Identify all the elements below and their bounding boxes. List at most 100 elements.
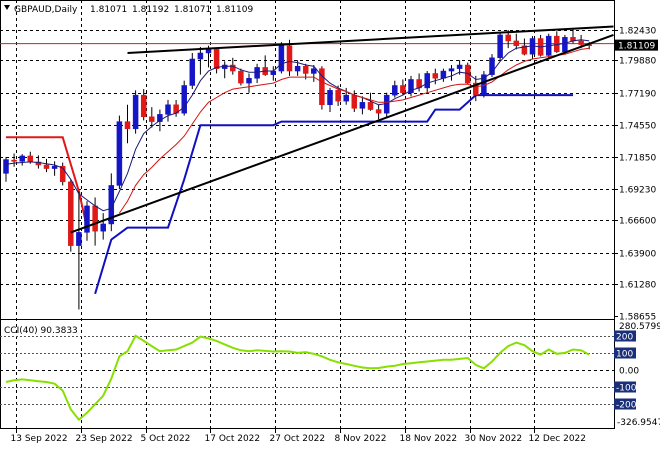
x-tick-label: 8 Nov 2022 (335, 434, 387, 444)
candle-body (294, 65, 301, 72)
symbol-label: GBPAUD,Daily (14, 5, 78, 15)
candle (537, 34, 544, 57)
channel-red-line (6, 136, 88, 228)
candle (124, 104, 131, 144)
candle (181, 80, 187, 116)
chart-frame (0, 0, 615, 429)
candle-body (205, 49, 212, 54)
candle-body (400, 85, 406, 93)
current-price-badge: 1.81109 (614, 39, 658, 52)
candle-body (230, 64, 236, 72)
candle (286, 39, 293, 76)
x-tick-label: 17 Oct 2022 (205, 434, 261, 444)
candle (400, 79, 406, 96)
candle (448, 65, 455, 81)
candle-body (448, 68, 455, 72)
candle-body (84, 205, 90, 233)
candle (375, 104, 382, 120)
candle-body (335, 90, 341, 102)
channel-lines (6, 94, 573, 295)
time-axis: 13 Sep 2022 23 Sep 2022 5 Oct 2022 17 Oct 2… (11, 429, 586, 444)
candle (173, 99, 179, 117)
candle-body (375, 109, 382, 114)
candle (189, 52, 196, 90)
candle-body (311, 68, 317, 74)
candle (149, 107, 155, 128)
candle-body (440, 70, 447, 79)
candle (19, 154, 25, 166)
candle (3, 157, 9, 182)
candle (76, 191, 82, 310)
candle (84, 201, 90, 241)
candle-body (19, 155, 25, 162)
cci-levels (0, 336, 614, 405)
y-tick-label: 1.77190 (619, 90, 656, 100)
candle (367, 92, 374, 111)
current-price-label: 1.81109 (618, 42, 655, 52)
ma-fast-line (5, 39, 590, 212)
candle-body (505, 34, 511, 42)
cci-level-box (614, 347, 636, 359)
high-value: 1.81192 (132, 5, 169, 15)
candle (473, 75, 479, 102)
candle-body (473, 82, 479, 96)
candle (116, 115, 123, 190)
candle-body (408, 79, 414, 93)
channel-blue-line (94, 94, 573, 295)
candle-body (92, 205, 98, 232)
price-pane (0, 25, 614, 310)
cci-scale-min: -326.9547 (617, 418, 660, 428)
candle (213, 48, 220, 74)
candle-body (124, 121, 131, 130)
cci-series (5, 334, 590, 422)
candle (424, 71, 430, 93)
y-tick-label: 1.79880 (619, 57, 656, 67)
candle (440, 68, 447, 82)
candle (327, 87, 333, 112)
candle-body (108, 185, 115, 225)
candle (246, 73, 252, 93)
candle-body (327, 90, 333, 106)
candle-body (238, 70, 244, 84)
candle-body (464, 64, 471, 84)
candle (221, 61, 228, 79)
candle-body (351, 94, 358, 109)
candle (311, 65, 317, 82)
current-price-box (614, 39, 658, 51)
x-tick-label: 23 Sep 2022 (76, 434, 133, 444)
candle (489, 54, 495, 78)
cci-level-box (614, 330, 636, 342)
candle (100, 213, 106, 240)
candle-body (149, 116, 155, 122)
chart-header: GBPAUD,Daily 1.81071 1.81192 1.81071 1.8… (4, 5, 253, 15)
candles (3, 28, 592, 310)
candle-body (367, 102, 374, 110)
trendline (127, 25, 614, 54)
candle (254, 63, 260, 84)
cci-axis: 200 100 0.00 -100 -200 280.5799 -326.9547 (614, 322, 660, 428)
cci-level-label: 200 (616, 333, 633, 343)
trendline (70, 33, 614, 234)
cci-level-label: -100 (616, 384, 637, 394)
candle-body (197, 52, 204, 60)
candle (35, 155, 42, 169)
candle-body (302, 65, 309, 74)
y-tick-label: 1.71850 (619, 154, 656, 164)
candle-body (456, 64, 463, 69)
ma-slow-line (118, 47, 590, 214)
candle (68, 179, 74, 252)
candle-body (100, 223, 106, 232)
triangle-down-icon (4, 5, 10, 10)
candle (238, 68, 244, 86)
candle-body (489, 57, 495, 75)
candle (108, 173, 115, 232)
candle (51, 161, 58, 176)
cci-line (5, 334, 590, 422)
cci-pane (5, 334, 590, 422)
close-value: 1.81109 (216, 5, 253, 15)
y-tick-label: 1.61280 (619, 281, 656, 291)
candle-body (3, 159, 9, 174)
candle-body (497, 34, 503, 59)
candle-body (132, 94, 139, 130)
